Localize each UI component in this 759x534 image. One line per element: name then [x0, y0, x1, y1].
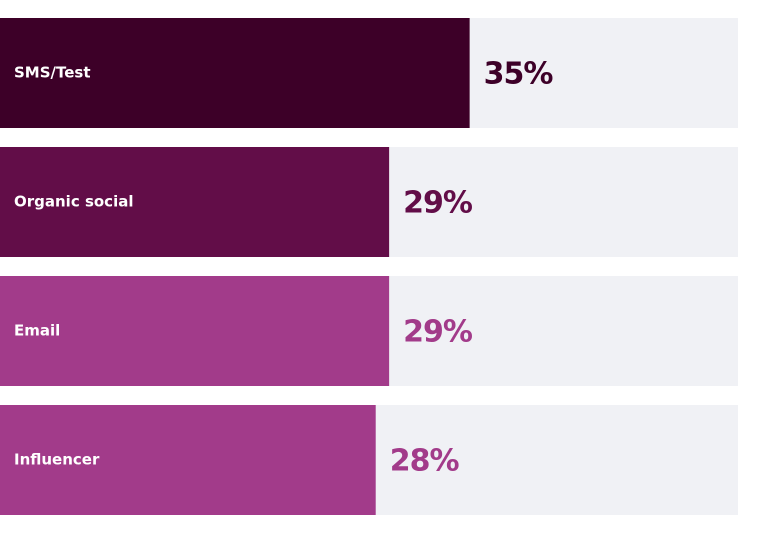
- bar: [0, 405, 376, 515]
- bar: [0, 18, 470, 128]
- category-label: Organic social: [14, 193, 133, 211]
- category-label: Email: [14, 322, 60, 340]
- value-label: 35%: [484, 57, 554, 92]
- bar: [0, 147, 390, 257]
- value-label: 29%: [403, 186, 473, 221]
- value-label: 29%: [403, 315, 473, 350]
- bar: [0, 276, 390, 386]
- category-label: Influencer: [14, 451, 100, 469]
- category-label: SMS/Test: [14, 64, 91, 82]
- value-label: 28%: [390, 444, 460, 479]
